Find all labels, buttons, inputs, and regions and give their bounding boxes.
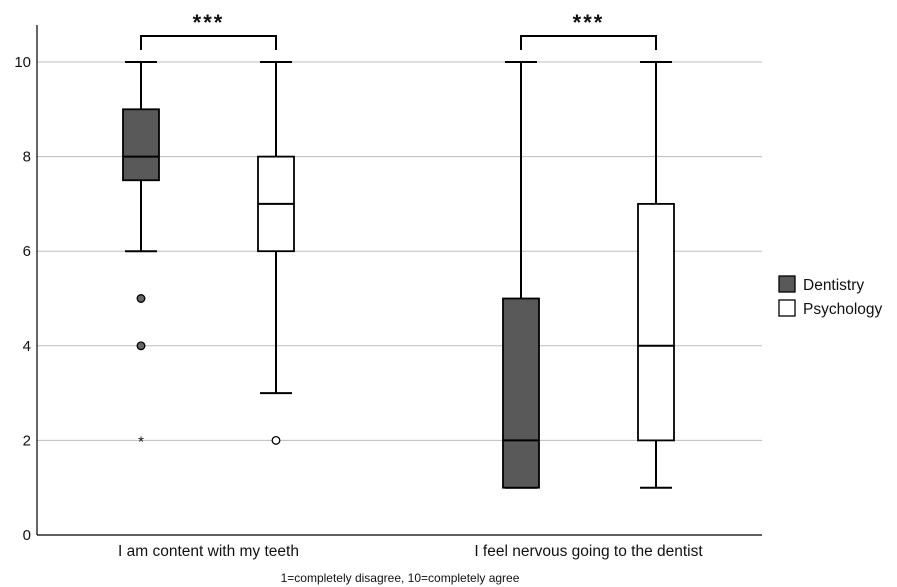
y-tick-label: 0 (23, 527, 31, 544)
bracket-line (520, 35, 657, 50)
boxes: * (122, 61, 675, 489)
bracket-line (140, 35, 277, 50)
box-psychology-1 (637, 61, 675, 489)
significance-brackets: *** *** (140, 10, 657, 50)
x-axis-label: 1=completely disagree, 10=completely agr… (281, 571, 520, 585)
legend-label: Dentistry (803, 277, 864, 294)
significance-label: *** (573, 10, 605, 35)
significance-bracket: *** (140, 10, 277, 50)
outlier-point (136, 341, 146, 351)
box-dentistry-1 (502, 61, 540, 489)
iqr-box (122, 108, 160, 182)
extreme-outlier: * (138, 433, 144, 450)
outlier-point (271, 435, 281, 445)
box-dentistry-0: * (122, 61, 160, 450)
box-psychology-0 (257, 61, 295, 445)
y-tick-label: 10 (14, 54, 31, 71)
legend-item-dentistry: Dentistry (778, 275, 864, 294)
iqr-box (637, 202, 675, 442)
significance-bracket: *** (520, 10, 657, 50)
legend-swatch (778, 275, 796, 293)
x-tick-label: I feel nervous going to the dentist (474, 543, 703, 560)
significance-label: *** (193, 10, 225, 35)
y-tick-label: 2 (23, 432, 31, 449)
y-tick-label: 8 (23, 149, 31, 166)
legend-item-psychology: Psychology (778, 299, 883, 318)
legend-label: Psychology (803, 301, 883, 318)
x-tick-label: I am content with my teeth (118, 543, 299, 560)
legend-swatch (778, 299, 796, 317)
y-tick-label: 6 (23, 243, 31, 260)
axes: 0 2 4 6 8 10 I am content with my teeth I feel … (14, 25, 762, 560)
legend: Dentistry Psychology (778, 275, 883, 318)
outlier-point (136, 294, 146, 303)
iqr-box (502, 297, 540, 489)
y-tick-label: 4 (23, 338, 31, 355)
